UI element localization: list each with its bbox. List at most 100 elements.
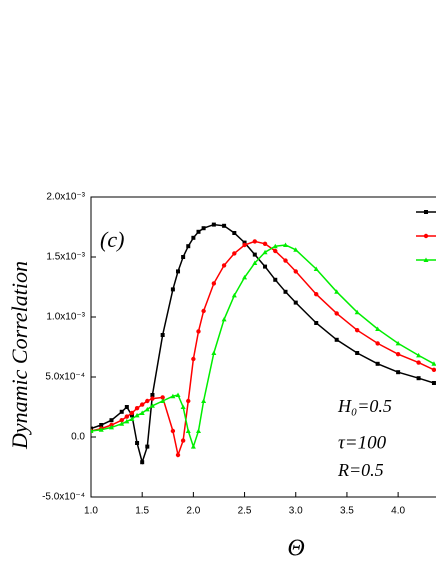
series-line — [91, 240, 435, 458]
marker — [314, 321, 319, 325]
marker — [283, 242, 289, 247]
marker — [314, 292, 319, 297]
x-tick-label: 2.5 — [238, 506, 252, 517]
marker — [149, 403, 155, 408]
marker — [283, 258, 288, 263]
annotation: H₀=0.5 — [337, 396, 392, 416]
marker — [293, 247, 299, 252]
series-line — [91, 223, 435, 465]
marker — [273, 248, 278, 254]
marker — [232, 251, 237, 256]
marker — [354, 328, 360, 333]
marker — [124, 405, 129, 409]
marker — [191, 356, 196, 362]
marker — [222, 223, 227, 228]
marker — [129, 410, 135, 416]
y-axis-label: Dynamic Correlation — [7, 261, 32, 450]
marker — [109, 418, 114, 423]
marker — [145, 444, 150, 449]
marker — [170, 393, 176, 399]
marker — [262, 241, 268, 246]
marker — [201, 398, 207, 403]
marker — [272, 243, 278, 249]
y-tick-label: 2.0x10⁻³ — [46, 192, 85, 203]
marker — [160, 333, 165, 337]
marker — [232, 231, 237, 235]
marker — [186, 398, 191, 404]
x-tick-label: 1.0 — [84, 506, 98, 517]
marker — [334, 311, 339, 316]
x-tick-label: 3.0 — [289, 506, 303, 517]
marker — [252, 239, 257, 244]
legend-marker — [423, 257, 429, 262]
series — [91, 222, 436, 465]
marker — [134, 412, 140, 418]
y-tick-label: 5.0x10⁻⁴ — [45, 372, 85, 383]
marker — [160, 398, 166, 403]
y-tick-label: 1.5x10⁻³ — [46, 252, 85, 263]
series — [91, 242, 436, 450]
marker — [416, 376, 421, 381]
marker — [129, 416, 135, 421]
marker — [396, 370, 401, 375]
marker — [262, 249, 268, 255]
marker — [431, 381, 436, 385]
marker — [98, 427, 104, 432]
marker — [375, 326, 381, 331]
marker — [139, 410, 145, 415]
marker — [180, 404, 186, 409]
x-tick-label: 3.5 — [340, 506, 354, 517]
marker — [180, 438, 186, 443]
marker — [431, 367, 436, 372]
marker — [201, 308, 206, 314]
marker — [108, 424, 114, 430]
marker — [196, 329, 201, 334]
marker — [416, 352, 422, 358]
marker — [354, 309, 360, 315]
marker — [124, 414, 130, 419]
marker — [263, 264, 268, 269]
marker — [139, 402, 145, 407]
marker — [135, 441, 140, 445]
marker — [185, 428, 191, 433]
marker — [91, 428, 94, 433]
marker — [129, 413, 134, 418]
marker — [293, 300, 298, 305]
marker — [170, 428, 176, 434]
marker — [252, 260, 258, 265]
marker — [293, 269, 298, 274]
marker — [416, 360, 421, 365]
annotation: R=0.5 — [337, 460, 384, 480]
legend-marker — [424, 210, 428, 214]
marker — [124, 418, 130, 424]
annotation: τ=100 — [338, 432, 387, 453]
marker — [181, 255, 186, 259]
marker — [242, 274, 248, 280]
legend-marker — [423, 233, 429, 239]
marker — [186, 244, 191, 249]
marker — [170, 287, 175, 292]
marker — [334, 289, 340, 294]
marker — [150, 393, 155, 397]
marker — [231, 292, 237, 298]
x-tick-label: 2.0 — [186, 506, 200, 517]
marker — [221, 263, 227, 268]
marker — [211, 281, 217, 286]
axis-frame — [90, 196, 436, 498]
marker — [160, 395, 165, 400]
marker — [201, 226, 206, 231]
marker — [355, 351, 360, 355]
marker — [175, 452, 181, 458]
marker — [313, 266, 319, 271]
marker — [191, 235, 196, 240]
marker — [273, 277, 278, 282]
marker — [195, 428, 201, 433]
marker — [134, 406, 140, 411]
marker — [431, 361, 436, 366]
x-tick-label: 4.0 — [391, 506, 405, 517]
series — [91, 239, 436, 458]
marker — [119, 418, 124, 423]
marker — [334, 337, 339, 342]
marker — [176, 269, 181, 274]
